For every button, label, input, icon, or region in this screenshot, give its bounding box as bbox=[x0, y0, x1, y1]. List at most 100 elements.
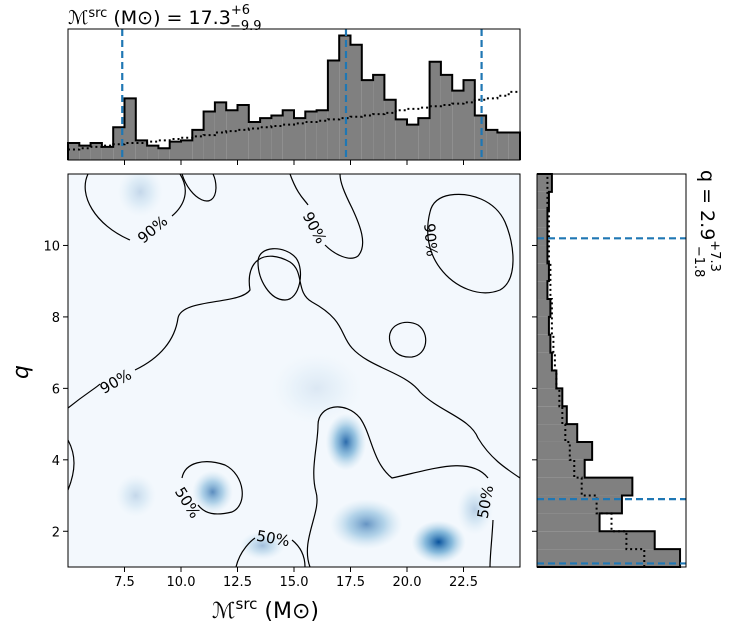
hist-bar bbox=[384, 99, 396, 160]
hist-bar bbox=[226, 110, 238, 160]
hist-bar bbox=[537, 370, 557, 389]
contour bbox=[427, 193, 514, 294]
hist-bar bbox=[537, 299, 551, 317]
hist-bar bbox=[260, 118, 272, 160]
hist-bar bbox=[537, 406, 567, 425]
hist-bar bbox=[537, 316, 549, 335]
hist-bar bbox=[248, 122, 261, 160]
x-tick-label: 17.5 bbox=[336, 575, 365, 590]
hist-bar bbox=[282, 110, 294, 160]
hist-bar bbox=[537, 245, 548, 264]
hist-bar bbox=[294, 118, 306, 160]
hist-bar bbox=[537, 424, 578, 442]
hist-bar bbox=[361, 80, 374, 160]
x-tick-label: 12.5 bbox=[223, 575, 252, 590]
hist-bar bbox=[395, 119, 407, 160]
hist-bar bbox=[316, 110, 328, 160]
hist-bar bbox=[537, 352, 552, 371]
contours bbox=[68, 174, 520, 567]
hist-outline bbox=[67, 34, 521, 160]
y-axis-label: q bbox=[9, 365, 34, 379]
hist-bar bbox=[407, 124, 419, 160]
y-tick-label: 10 bbox=[43, 239, 60, 254]
hist-bar bbox=[181, 140, 193, 160]
contour-label: 50% bbox=[474, 484, 498, 520]
hist-bar bbox=[192, 129, 204, 160]
hist-bar bbox=[124, 98, 136, 160]
x-tick-label: 10.0 bbox=[167, 575, 196, 590]
x-tick-label: 20.0 bbox=[393, 575, 422, 590]
hist-bar bbox=[537, 495, 622, 514]
hist-bar bbox=[537, 388, 563, 407]
hist-bar bbox=[537, 209, 548, 228]
density-peak bbox=[325, 413, 367, 471]
hist-bar bbox=[463, 80, 475, 160]
hist-bar bbox=[418, 118, 430, 160]
hist-bar bbox=[537, 459, 585, 478]
hist-bar bbox=[373, 74, 385, 160]
hist-bar bbox=[101, 146, 114, 160]
hist-bar bbox=[537, 263, 549, 282]
contour bbox=[181, 461, 243, 515]
side-title: q = 2.9+7.3−1.8 bbox=[691, 170, 722, 277]
hist-bar bbox=[169, 141, 181, 160]
hist-bar bbox=[79, 145, 91, 160]
hist-bar bbox=[135, 140, 148, 160]
y-tick-label: 8 bbox=[52, 311, 60, 326]
density-peak bbox=[271, 352, 362, 425]
hist-bar bbox=[214, 102, 227, 160]
hist-bar bbox=[158, 148, 170, 160]
hist-bar bbox=[327, 60, 340, 160]
contour bbox=[84, 174, 186, 241]
contour bbox=[68, 255, 520, 479]
contour bbox=[257, 248, 302, 301]
hist-bar bbox=[237, 104, 249, 160]
hist-bar bbox=[147, 145, 159, 160]
density-peak bbox=[117, 174, 163, 217]
density-peak bbox=[192, 470, 233, 514]
top-frame bbox=[67, 28, 521, 161]
hist-bar bbox=[497, 132, 509, 160]
hist-bar bbox=[537, 334, 551, 353]
y-tick-label: 2 bbox=[52, 525, 60, 540]
hist-bar bbox=[537, 174, 552, 192]
contour bbox=[68, 439, 75, 491]
x-axis-label: ℳsrc (M⊙) bbox=[212, 595, 319, 624]
hist-bar bbox=[537, 191, 549, 210]
x-tick-label: 7.5 bbox=[114, 575, 135, 590]
contour-label: 90% bbox=[420, 223, 441, 258]
x-tick-label: 15.0 bbox=[280, 575, 309, 590]
hist-bar bbox=[90, 142, 102, 160]
right-frame bbox=[536, 173, 687, 568]
hist-bar bbox=[429, 61, 441, 160]
contour bbox=[181, 174, 217, 202]
contour bbox=[235, 537, 306, 567]
hist-bar bbox=[537, 513, 600, 532]
hist-bar bbox=[537, 441, 593, 460]
density-peak bbox=[456, 484, 493, 535]
x-tick-label: 22.5 bbox=[449, 575, 478, 590]
density-peak bbox=[411, 520, 466, 564]
y-tick-label: 4 bbox=[52, 454, 60, 469]
hist-bar bbox=[68, 142, 80, 160]
contour bbox=[289, 174, 364, 259]
hist-bar bbox=[339, 35, 351, 160]
hist-bar bbox=[474, 115, 487, 160]
contour bbox=[388, 321, 427, 358]
hist-bar bbox=[537, 531, 655, 550]
contour bbox=[306, 406, 494, 567]
y-tick-label: 6 bbox=[52, 382, 60, 397]
hist-bar bbox=[350, 44, 362, 160]
density-peak bbox=[330, 499, 403, 550]
hist-bar bbox=[537, 281, 548, 300]
density-peak bbox=[239, 531, 285, 560]
hist-bar bbox=[537, 477, 633, 496]
hist-bar bbox=[440, 74, 453, 160]
density-peak bbox=[115, 474, 157, 517]
hist-bar bbox=[271, 115, 283, 160]
hist-bar bbox=[452, 90, 464, 160]
main-frame bbox=[67, 173, 521, 568]
hist-bar bbox=[508, 132, 520, 160]
hist-bar bbox=[305, 111, 317, 160]
